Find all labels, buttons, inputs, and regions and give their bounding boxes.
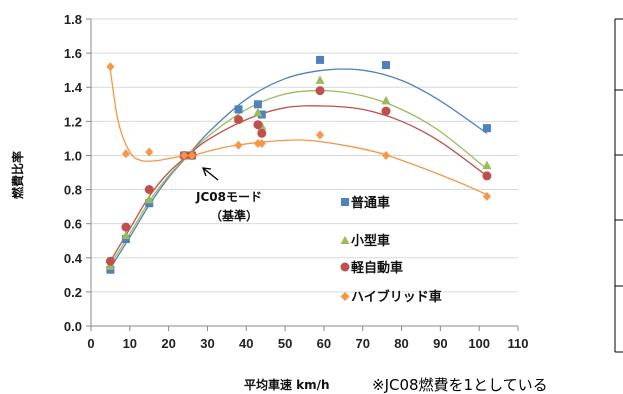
y-axis-title: 燃費比率 bbox=[10, 151, 25, 199]
x-tick-label: 80 bbox=[394, 336, 408, 351]
legend-item-series-3: 軽自動車 bbox=[340, 260, 403, 276]
x-tick-label: 50 bbox=[278, 336, 292, 351]
x-tick-label: 0 bbox=[87, 336, 94, 351]
point-series-2 bbox=[482, 160, 492, 170]
point-series-1 bbox=[253, 100, 262, 109]
legend-label-series-1: 普通車 bbox=[351, 195, 390, 211]
legend-marker-square bbox=[341, 198, 349, 206]
point-series-3 bbox=[144, 185, 154, 195]
trend-curve-series-2 bbox=[109, 89, 488, 265]
y-tick-label: 0.8 bbox=[64, 183, 82, 198]
point-series-1 bbox=[316, 55, 325, 64]
legend-label-series-4: ハイブリッド車 bbox=[351, 289, 442, 305]
y-tick-label: 1.4 bbox=[64, 80, 83, 95]
point-series-1 bbox=[234, 105, 243, 114]
x-tick-label: 70 bbox=[355, 336, 369, 351]
point-series-2 bbox=[121, 230, 131, 240]
x-tick-label: 90 bbox=[433, 336, 447, 351]
legend-label-series-3: 軽自動車 bbox=[351, 260, 403, 276]
x-tick-label: 110 bbox=[508, 336, 529, 351]
x-tick-label: 40 bbox=[239, 336, 253, 351]
right-table-fragment bbox=[614, 18, 623, 353]
annotation-arrow-head bbox=[202, 167, 212, 177]
x-axis-title: 平均車速 km/h bbox=[244, 377, 330, 392]
y-tick-label: 1.0 bbox=[64, 148, 82, 163]
point-series-4 bbox=[121, 149, 130, 159]
point-series-3 bbox=[234, 115, 244, 125]
axes bbox=[86, 18, 519, 331]
annotation-arrow-line bbox=[202, 167, 219, 181]
trend-curve-series-4 bbox=[109, 70, 488, 196]
point-series-2 bbox=[144, 194, 154, 204]
point-series-4 bbox=[482, 191, 491, 201]
x-tick-labels: 0 10 20 30 40 50 60 70 80 90 100 110 bbox=[87, 336, 528, 351]
point-series-4 bbox=[316, 130, 325, 140]
x-tick-label: 10 bbox=[123, 336, 137, 351]
y-tick-label: 1.6 bbox=[64, 46, 82, 61]
legend-marker-diamond bbox=[340, 292, 350, 301]
trend-curve-series-3 bbox=[109, 105, 488, 262]
trend-curve-series-1 bbox=[109, 68, 488, 269]
point-series-1 bbox=[382, 61, 391, 70]
point-series-2 bbox=[253, 107, 263, 117]
point-series-3 bbox=[315, 86, 325, 96]
legend-item-series-2: 小型車 bbox=[340, 233, 390, 249]
point-series-3 bbox=[105, 256, 115, 266]
y-tick-label: 1.8 bbox=[64, 12, 82, 27]
trend-curves bbox=[109, 68, 488, 269]
legend-item-series-4: ハイブリッド車 bbox=[340, 289, 442, 305]
y-tick-label: 0.0 bbox=[64, 319, 82, 334]
point-series-4 bbox=[257, 139, 266, 149]
annotation-line1: JC08モード bbox=[195, 190, 262, 204]
grid-lines bbox=[91, 18, 518, 293]
point-series-3 bbox=[482, 171, 492, 181]
data-points bbox=[105, 55, 492, 274]
y-tick-label: 1.2 bbox=[64, 114, 82, 129]
y-tick-label: 0.2 bbox=[64, 285, 82, 300]
point-series-4 bbox=[180, 150, 189, 160]
annotation-line2: （基準） bbox=[210, 208, 258, 223]
x-tick-label: 30 bbox=[200, 336, 214, 351]
point-series-3 bbox=[257, 128, 267, 138]
y-tick-label: 0.4 bbox=[64, 251, 83, 266]
legend-item-series-1: 普通車 bbox=[341, 195, 390, 211]
point-series-3 bbox=[381, 106, 391, 116]
y-tick-label: 0.6 bbox=[64, 217, 82, 232]
point-series-4 bbox=[106, 62, 115, 72]
point-series-4 bbox=[187, 150, 196, 160]
legend: 普通車 小型車 軽自動車 ハイブリッド車 bbox=[340, 195, 442, 305]
point-series-2 bbox=[381, 95, 391, 105]
y-tick-labels: 0.0 0.2 0.4 0.6 0.8 1.0 1.2 1.4 1.6 1.8 bbox=[64, 12, 83, 334]
point-series-3 bbox=[121, 222, 131, 232]
jc08-annotation: JC08モード （基準） bbox=[195, 167, 262, 223]
x-tick-label: 100 bbox=[468, 336, 490, 351]
x-tick-label: 20 bbox=[161, 336, 175, 351]
point-series-2 bbox=[315, 75, 325, 84]
legend-marker-triangle bbox=[340, 236, 350, 244]
point-series-1 bbox=[482, 124, 491, 133]
legend-label-series-2: 小型車 bbox=[351, 233, 390, 249]
legend-marker-circle bbox=[340, 262, 350, 272]
point-series-4 bbox=[234, 140, 243, 150]
footnote: ※JC08燃費を1としている bbox=[372, 376, 548, 394]
x-tick-label: 60 bbox=[317, 336, 331, 351]
point-series-4 bbox=[382, 150, 391, 160]
point-series-1 bbox=[257, 110, 266, 119]
point-series-4 bbox=[145, 147, 154, 157]
point-series-3 bbox=[253, 120, 263, 130]
